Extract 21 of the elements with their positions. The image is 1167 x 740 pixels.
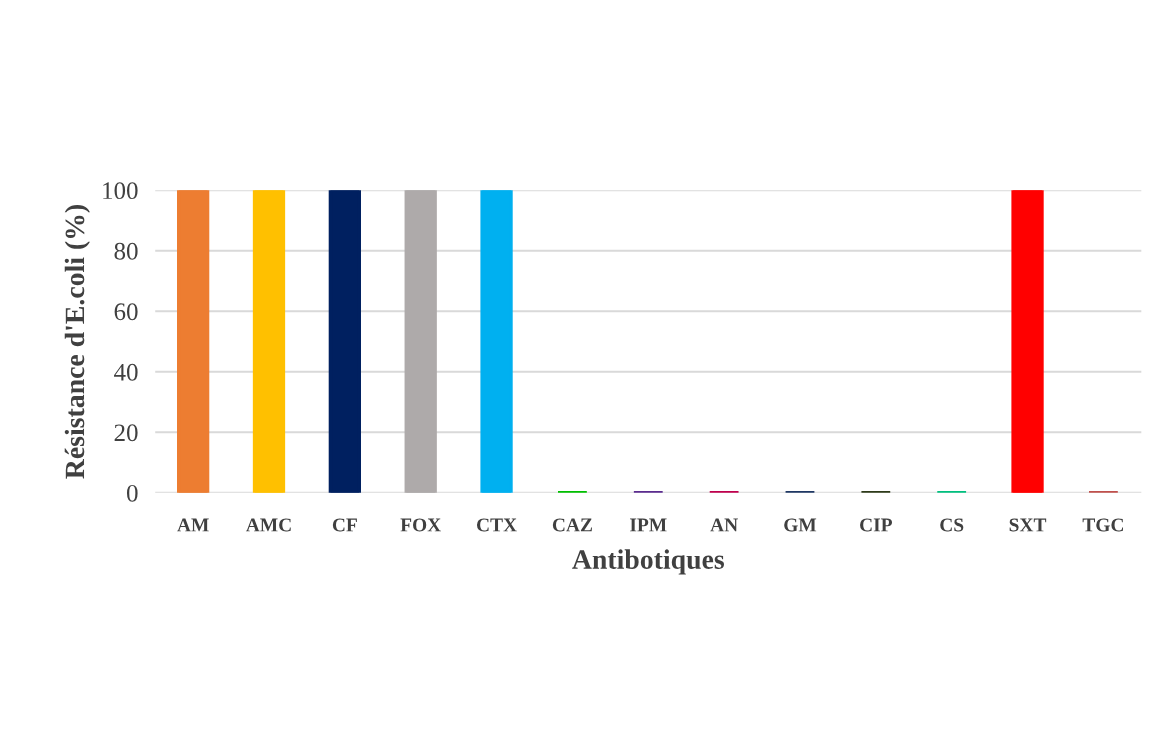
x-tick-label: GM (784, 518, 817, 532)
x-tick-label: IPM (630, 518, 667, 532)
y-tick-label: 60 (114, 303, 138, 321)
x-tick-label: AMC (245, 518, 291, 532)
y-tick-label: 0 (127, 484, 138, 502)
x-tick-label: CS (940, 518, 964, 532)
y-tick-label: 40 (114, 363, 138, 381)
x-tick-label: CAZ (552, 518, 592, 532)
x-tick-label: TGC (1082, 518, 1123, 532)
x-tick-label: SXT (1009, 518, 1047, 532)
y-tick-label: 80 (114, 242, 138, 260)
x-tick-label: CF (332, 518, 357, 532)
x-axis-title: Antibotiques (572, 549, 724, 575)
x-tick-label: CIP (860, 518, 893, 532)
y-tick-label: 20 (114, 424, 138, 442)
x-tick-label: FOX (400, 518, 441, 532)
y-tick-label: 100 (103, 182, 138, 200)
x-tick-label: CTX (476, 518, 517, 532)
x-tick-label: AN (710, 518, 738, 532)
x-tick-label: AM (177, 518, 209, 532)
y-axis-title: Résistance d'E.coli (%) (64, 205, 90, 479)
